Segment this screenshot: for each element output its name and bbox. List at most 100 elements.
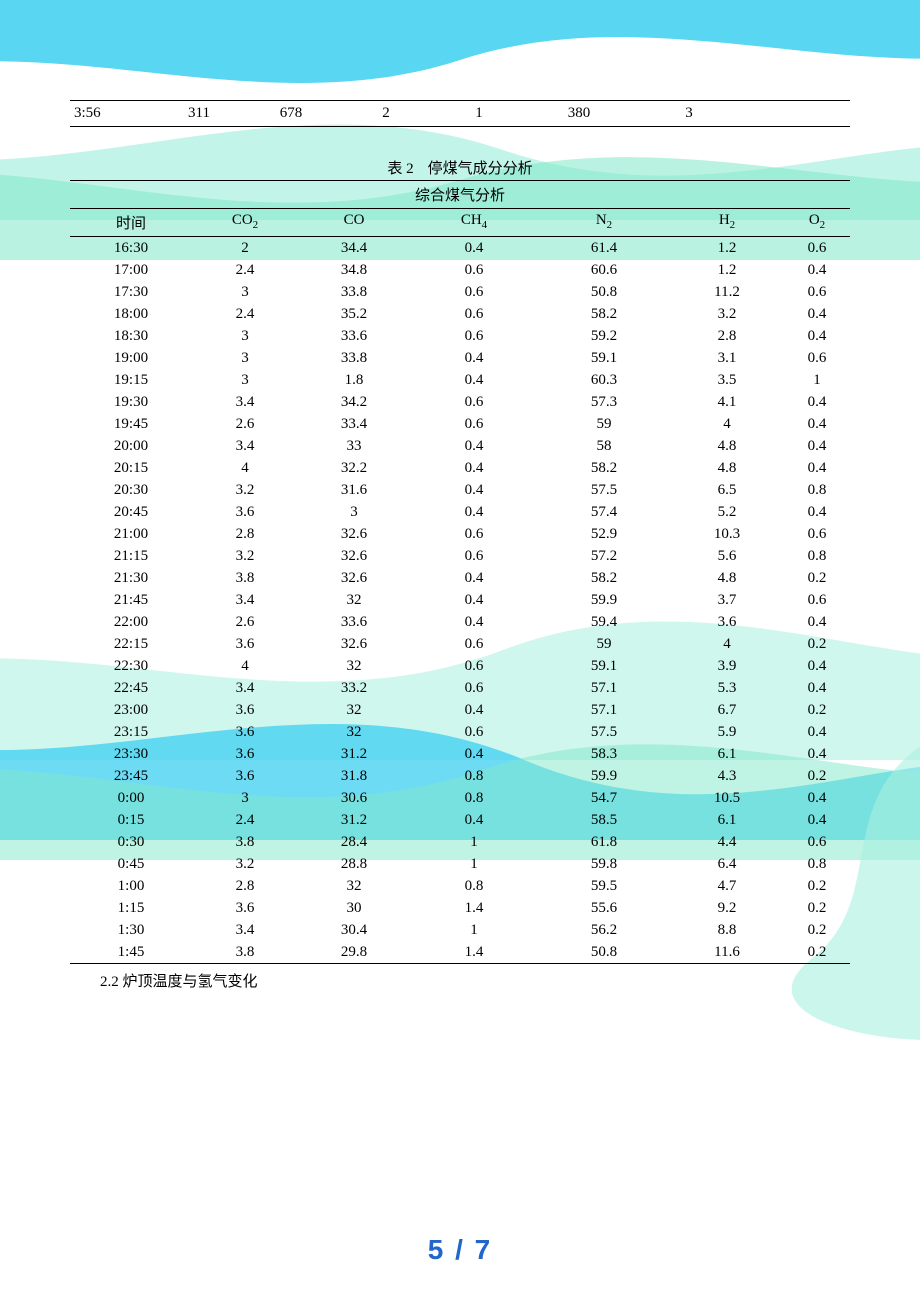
- table-cell: 1: [410, 922, 538, 939]
- table-cell: 3: [192, 350, 298, 367]
- table-header-row: 时间CO2COCH4N2H2O2: [70, 208, 850, 237]
- table-cell: 0.4: [784, 460, 850, 477]
- table-cell: 33.6: [298, 328, 410, 345]
- table-cell: 57.3: [538, 394, 670, 411]
- table-cell: 0.6: [410, 658, 538, 675]
- table-cell: 0.8: [784, 548, 850, 565]
- table-cell: 20:45: [70, 504, 192, 521]
- table-subtitle: 综合煤气分析: [70, 181, 850, 208]
- table-row: 17:002.434.80.660.61.20.4: [70, 259, 850, 281]
- table-cell: 4.4: [670, 834, 784, 851]
- table-cell: 17:00: [70, 262, 192, 279]
- table-cell: 3.8: [192, 834, 298, 851]
- table-cell: 59: [538, 416, 670, 433]
- column-header: CO2: [192, 212, 298, 233]
- top-row-cell: 678: [244, 105, 338, 122]
- table-cell: 1:00: [70, 878, 192, 895]
- table-cell: 32: [298, 878, 410, 895]
- table-cell: 0.4: [784, 724, 850, 741]
- table-cell: 3: [192, 284, 298, 301]
- table-cell: 59.2: [538, 328, 670, 345]
- table-cell: 57.5: [538, 482, 670, 499]
- table-cell: 3.8: [192, 570, 298, 587]
- table-cell: 34.4: [298, 240, 410, 257]
- table-row: 21:002.832.60.652.910.30.6: [70, 523, 850, 545]
- table-row: 23:453.631.80.859.94.30.2: [70, 765, 850, 787]
- table-cell: 6.1: [670, 812, 784, 829]
- table-cell: 3.6: [192, 724, 298, 741]
- top-row-cell: 311: [154, 105, 244, 122]
- table-cell: 28.8: [298, 856, 410, 873]
- table-row: 18:30333.60.659.22.80.4: [70, 325, 850, 347]
- table-cell: 18:30: [70, 328, 192, 345]
- table-cell: 30: [298, 900, 410, 917]
- table-row: 22:453.433.20.657.15.30.4: [70, 677, 850, 699]
- table-cell: 59: [538, 636, 670, 653]
- column-header: CO: [298, 212, 410, 233]
- table-cell: 58.5: [538, 812, 670, 829]
- table-cell: 3.6: [192, 702, 298, 719]
- table-row: 20:303.231.60.457.56.50.8: [70, 479, 850, 501]
- table-cell: 0.6: [784, 592, 850, 609]
- table-cell: 0.4: [784, 394, 850, 411]
- table-cell: 57.1: [538, 702, 670, 719]
- table-cell: 3: [192, 372, 298, 389]
- table-cell: 0.8: [410, 768, 538, 785]
- table-cell: 3.1: [670, 350, 784, 367]
- table-cell: 50.8: [538, 284, 670, 301]
- table-cell: 19:45: [70, 416, 192, 433]
- table-cell: 0.6: [784, 284, 850, 301]
- table-cell: 3.9: [670, 658, 784, 675]
- table-cell: 0.4: [410, 614, 538, 631]
- table-cell: 2.8: [670, 328, 784, 345]
- table-cell: 0.2: [784, 944, 850, 961]
- table-cell: 4: [192, 658, 298, 675]
- table-cell: 3: [192, 790, 298, 807]
- table-cell: 0.4: [410, 372, 538, 389]
- table-cell: 0.6: [410, 284, 538, 301]
- top-row-cell: [744, 105, 850, 122]
- table-cell: 34.8: [298, 262, 410, 279]
- table-cell: 0.4: [784, 416, 850, 433]
- table-cell: 3.4: [192, 592, 298, 609]
- table-cell: 0.4: [410, 482, 538, 499]
- table-cell: 0.4: [784, 746, 850, 763]
- caption-title: 停煤气成分分析: [428, 161, 533, 177]
- table-cell: 57.4: [538, 504, 670, 521]
- table-cell: 33.2: [298, 680, 410, 697]
- table-row: 16:30234.40.461.41.20.6: [70, 237, 850, 259]
- table-cell: 58.3: [538, 746, 670, 763]
- table-cell: 4: [670, 636, 784, 653]
- table-row: 1:453.829.81.450.811.60.2: [70, 941, 850, 963]
- table-cell: 0.6: [784, 240, 850, 257]
- table-cell: 30.4: [298, 922, 410, 939]
- table-cell: 32: [298, 724, 410, 741]
- table-cell: 59.1: [538, 350, 670, 367]
- table-cell: 2.4: [192, 306, 298, 323]
- table-cell: 35.2: [298, 306, 410, 323]
- table-cell: 23:45: [70, 768, 192, 785]
- table-cell: 52.9: [538, 526, 670, 543]
- gas-analysis-table: 综合煤气分析 时间CO2COCH4N2H2O2 16:30234.40.461.…: [70, 180, 850, 964]
- table-cell: 4.8: [670, 438, 784, 455]
- table-cell: 6.4: [670, 856, 784, 873]
- table-row: 22:304320.659.13.90.4: [70, 655, 850, 677]
- table-cell: 30.6: [298, 790, 410, 807]
- table-cell: 32: [298, 658, 410, 675]
- table-cell: 0.4: [410, 460, 538, 477]
- table-cell: 0.6: [410, 262, 538, 279]
- table-cell: 0.6: [784, 350, 850, 367]
- column-header: 时间: [70, 212, 192, 233]
- table-cell: 0.6: [410, 328, 538, 345]
- table-cell: 57.1: [538, 680, 670, 697]
- table-cell: 31.2: [298, 812, 410, 829]
- table-cell: 58: [538, 438, 670, 455]
- table-cell: 2.4: [192, 812, 298, 829]
- top-row-cell: 2: [338, 105, 434, 122]
- table-cell: 0.2: [784, 878, 850, 895]
- table-cell: 0.6: [410, 526, 538, 543]
- table-cell: 0.4: [784, 438, 850, 455]
- table-cell: 0.4: [410, 746, 538, 763]
- table-cell: 3.6: [192, 768, 298, 785]
- table-cell: 0.8: [784, 856, 850, 873]
